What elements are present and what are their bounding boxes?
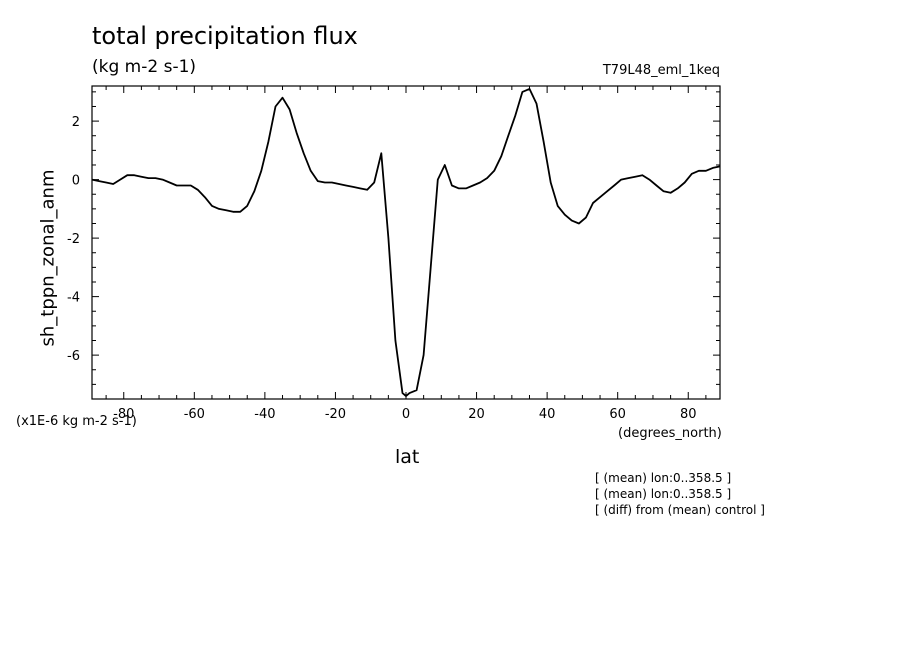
x-tick-label: -80: [113, 407, 134, 422]
x-tick-label: 80: [680, 407, 697, 422]
chart-units: (kg m-2 s-1): [92, 57, 197, 77]
chart-title: total precipitation flux: [92, 22, 358, 50]
plot-frame: [91, 85, 721, 400]
processing-notes: [ (mean) lon:0..358.5 ] [ (mean) lon:0..…: [595, 470, 765, 518]
series-line: [91, 88, 721, 398]
note-line: [ (mean) lon:0..358.5 ]: [595, 471, 732, 485]
y-tick-label: -6: [67, 349, 80, 364]
x-tick-label: 60: [609, 407, 626, 422]
note-line: [ (mean) lon:0..358.5 ]: [595, 487, 732, 501]
x-tick-label: 40: [539, 407, 556, 422]
x-tick-label: -60: [184, 407, 205, 422]
y-tick-label: 0: [72, 174, 80, 189]
note-line: [ (diff) from (mean) control ]: [595, 503, 765, 517]
x-tick-label: 0: [402, 407, 410, 422]
x-axis-label: lat: [395, 446, 420, 468]
x-tick-label: 20: [468, 407, 485, 422]
y-tick-label: 2: [72, 115, 80, 130]
x-tick-label: -20: [325, 407, 346, 422]
y-tick-label: -4: [67, 291, 80, 306]
run-id-label: T79L48_eml_1keq: [602, 63, 720, 78]
x-axis-units: (degrees_north): [618, 426, 722, 441]
scale-note: (x1E-6 kg m-2 s-1): [16, 414, 137, 429]
x-tick-label: -40: [254, 407, 275, 422]
y-tick-label: -2: [67, 232, 80, 247]
